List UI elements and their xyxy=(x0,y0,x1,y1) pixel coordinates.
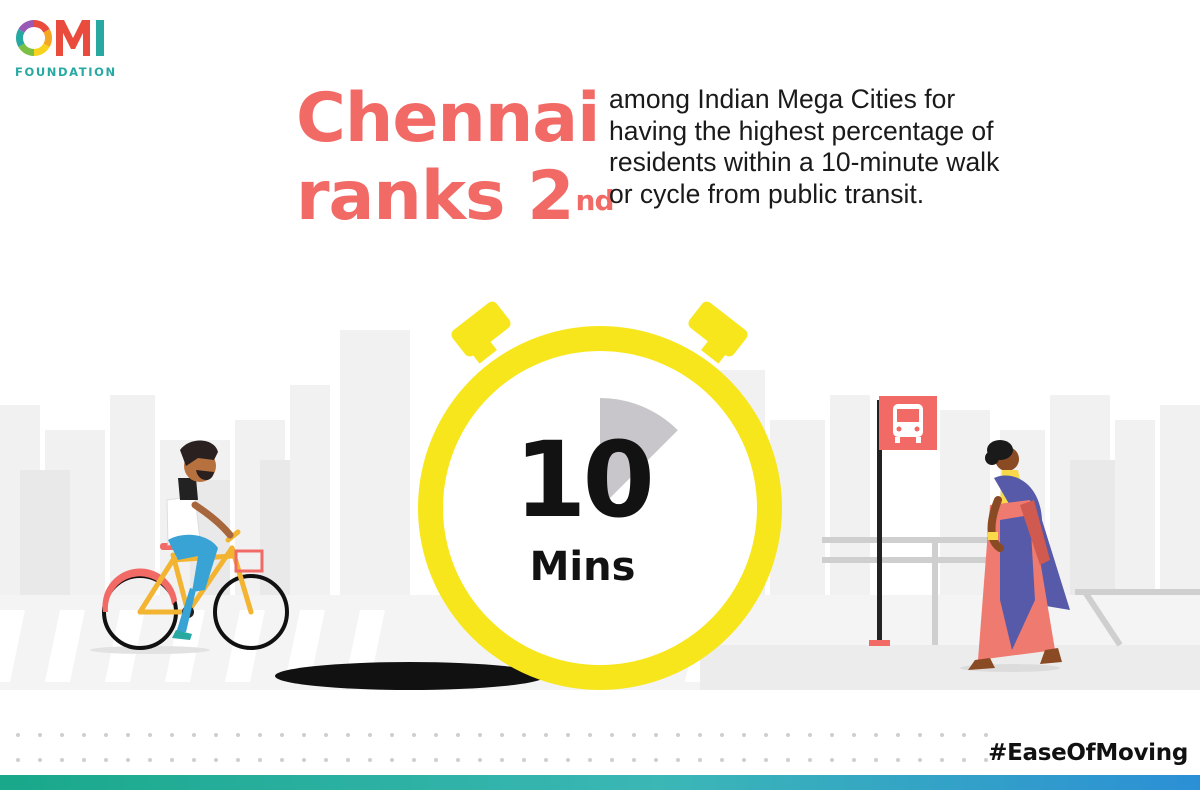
bottom-gradient-bar xyxy=(0,775,1200,790)
headline-ordinal-suffix: nd xyxy=(575,184,615,217)
description-text: among Indian Mega Cities for having the … xyxy=(609,84,1169,210)
bus-icon xyxy=(893,404,923,443)
description-line: among Indian Mega Cities for xyxy=(609,84,956,114)
omi-logo-mark xyxy=(15,19,104,57)
description-line: having the highest percentage of xyxy=(609,115,994,146)
headline: Chennai ranks 2nd xyxy=(296,79,615,236)
timer-unit: Mins xyxy=(529,544,636,590)
cyclist-figure xyxy=(90,440,289,654)
woman-walking-figure xyxy=(960,440,1070,672)
bus-stop-sign xyxy=(869,396,937,646)
omi-foundation-logo: FOUNDATION xyxy=(14,14,117,79)
description-line: or cycle from public transit. xyxy=(609,178,925,209)
description-line: residents within a 10-minute walk xyxy=(609,147,1000,177)
hashtag: #EaseOfMoving xyxy=(988,740,1188,766)
timer-elapsed-wedge xyxy=(600,398,678,508)
headline-rank-text: ranks 2 xyxy=(296,157,575,236)
timer-number: 10 xyxy=(514,419,655,541)
dotted-divider xyxy=(16,733,988,762)
stopwatch xyxy=(418,301,782,690)
headline-rank: ranks 2nd xyxy=(296,157,615,236)
headline-city: Chennai xyxy=(296,79,600,158)
logo-subtitle: FOUNDATION xyxy=(15,65,117,79)
